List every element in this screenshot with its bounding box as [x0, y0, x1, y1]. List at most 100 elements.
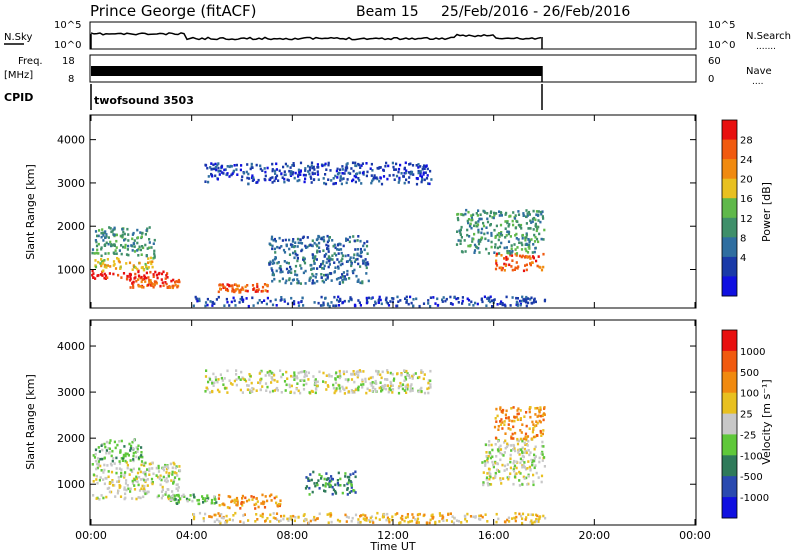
power-cell: [204, 304, 207, 308]
power-cell: [489, 223, 492, 227]
power-cell: [275, 162, 278, 166]
velocity-cell: [105, 451, 108, 455]
velocity-cell: [522, 464, 525, 467]
power-cell: [517, 210, 520, 213]
power-cell: [290, 245, 294, 248]
velocity-cell: [116, 443, 119, 447]
power-cell: [278, 236, 281, 240]
velocity-cell: [142, 487, 146, 491]
freq-data-band: [91, 66, 542, 76]
power-cell: [402, 175, 405, 178]
velocity-cell: [536, 514, 539, 518]
power-cell: [457, 301, 460, 304]
velocity-cell: [174, 466, 177, 470]
power-cell: [149, 270, 152, 274]
velocity-cell: [151, 482, 154, 486]
velocity-cell: [351, 516, 354, 520]
power-cell: [120, 252, 123, 256]
velocity-cell: [526, 435, 530, 438]
power-cell: [521, 233, 524, 237]
power-cell: [100, 231, 103, 235]
power-cell: [353, 303, 357, 307]
velocity-cell: [307, 378, 310, 381]
nsky-right-tick-bottom: 10^0: [708, 40, 735, 51]
velocity-cell: [491, 460, 494, 464]
power-cell: [477, 246, 480, 250]
velocity-cell: [124, 452, 127, 455]
velocity-cell: [499, 448, 503, 451]
power-cell: [477, 238, 480, 242]
power-cell: [174, 283, 177, 287]
power-cell: [223, 168, 226, 172]
velocity-cell: [174, 498, 177, 501]
velocity-cell: [420, 390, 423, 393]
velocity-cell: [485, 476, 489, 479]
velocity-cell: [171, 466, 174, 470]
power-cell: [302, 271, 305, 275]
velocity-cell: [209, 515, 212, 518]
power-cell: [294, 264, 298, 268]
velocity-cell: [102, 478, 105, 481]
power-cell: [131, 268, 134, 271]
power-cell: [518, 254, 522, 258]
velocity-cell: [533, 466, 536, 470]
power-colorbar-tick: 4: [740, 253, 746, 264]
power-cell: [225, 288, 228, 292]
power-cell: [242, 288, 245, 291]
velocity-cell: [218, 514, 221, 518]
power-cell: [361, 280, 364, 283]
power-cell: [316, 166, 319, 169]
velocity-cell: [204, 499, 207, 503]
velocity-cell: [104, 445, 107, 449]
power-cell: [486, 212, 489, 215]
velocity-cell: [368, 519, 371, 522]
velocity-cell: [261, 515, 264, 519]
velocity-cell: [384, 378, 387, 381]
power-cell: [386, 177, 389, 181]
velocity-cell: [303, 519, 306, 523]
power-cell: [417, 171, 420, 175]
power-cell: [528, 239, 531, 242]
power-cell: [140, 280, 143, 284]
velocity-cell: [533, 520, 536, 524]
velocity-cell: [531, 513, 534, 517]
power-cell: [336, 298, 339, 302]
velocity-cell: [113, 462, 116, 465]
velocity-cell: [188, 498, 191, 502]
power-cell: [222, 285, 225, 288]
power-cell: [321, 262, 324, 265]
nsky-panel-frame: [89, 21, 697, 50]
velocity-cell: [103, 482, 106, 486]
velocity-cell: [525, 516, 528, 519]
velocity-cell: [255, 389, 258, 392]
power-cell: [284, 173, 287, 176]
power-cell: [334, 266, 337, 269]
power-cell: [100, 246, 103, 249]
velocity-cell: [486, 481, 489, 485]
velocity-cell: [522, 437, 525, 441]
velocity-cell: [414, 518, 417, 521]
power-cell: [480, 217, 483, 221]
velocity-cell: [231, 383, 234, 386]
power-cell: [407, 302, 410, 306]
power-cell: [137, 248, 140, 251]
velocity-cell: [120, 471, 123, 475]
power-cell: [492, 299, 495, 302]
velocity-cell: [259, 370, 262, 374]
power-cell: [246, 176, 249, 180]
power-cell: [149, 260, 152, 264]
velocity-cell: [240, 370, 243, 374]
velocity-cell: [241, 494, 244, 498]
power-cell: [514, 234, 517, 237]
power-cell: [133, 239, 136, 242]
power-cell: [374, 300, 377, 304]
power-cell: [423, 178, 426, 182]
velocity-cell: [222, 516, 225, 520]
power-cell: [164, 277, 167, 280]
power-cell: [236, 287, 239, 291]
power-cell: [285, 267, 289, 271]
power-cell: [360, 255, 363, 258]
velocity-cell: [516, 418, 519, 421]
power-cell: [410, 301, 413, 305]
velocity-cell: [305, 476, 308, 479]
